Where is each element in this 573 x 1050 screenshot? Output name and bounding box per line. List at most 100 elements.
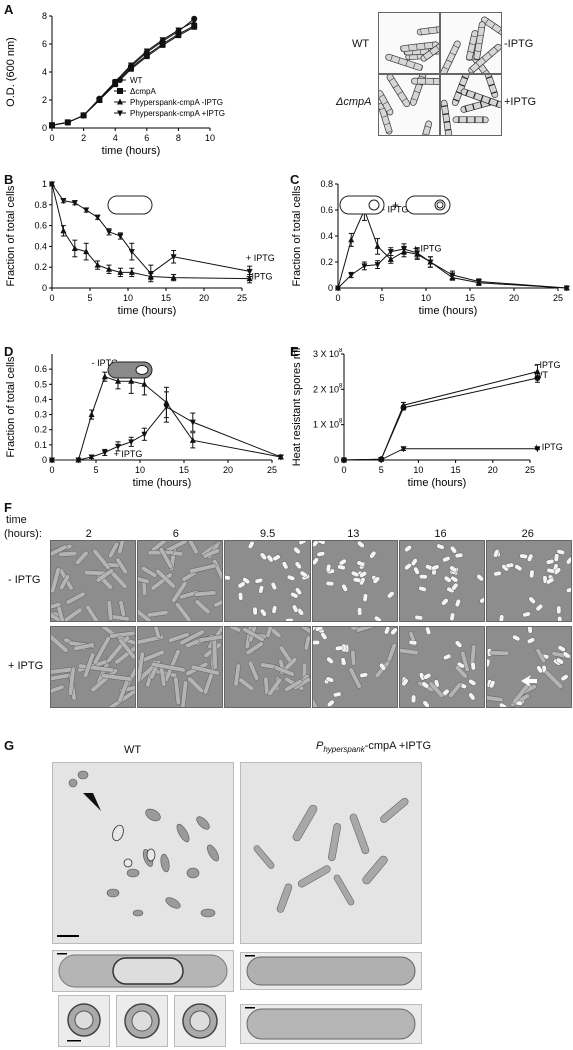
- em-wt-overview-cells: [57, 770, 219, 937]
- data-point: [277, 454, 284, 461]
- chart-c: 0 5 10 15 20 25 0 0.2 0.4 0.6 0.8 time (hours) Fract…: [291, 179, 570, 317]
- data-point: [401, 246, 407, 253]
- em-mut-cell-1-shape: [245, 955, 416, 986]
- panel-e-letter: E: [290, 344, 299, 359]
- y-tick-label: 0.5: [34, 379, 47, 389]
- em-wt-spore-1: [58, 995, 110, 1047]
- data-point: [147, 273, 154, 280]
- data-point: [143, 53, 150, 60]
- chart-d: 0 5 10 15 20 25 0 0.1 0.2 0.3 0.4 0.5 0.6 time (hours…: [5, 354, 284, 489]
- x-tick-label: 10: [421, 293, 431, 303]
- series-3: [49, 19, 198, 129]
- time-point-5: 26: [521, 528, 534, 540]
- y-tick-label: 2 X 10: [313, 384, 339, 394]
- em-wt-overview: [52, 762, 234, 944]
- y-tick-label: 0.4: [34, 394, 47, 404]
- y-tick-label: 2: [42, 95, 47, 105]
- y-axis-label: Fraction of total cells: [5, 356, 17, 457]
- y-axis-label: Heat resistant spores ml: [291, 348, 303, 466]
- y-axis-label-exponent: -1: [290, 348, 297, 351]
- x-axis-label: time (hours): [133, 477, 192, 489]
- micrograph-f-1-0: [50, 626, 137, 708]
- series-1: [341, 373, 541, 463]
- data-point: [378, 457, 385, 464]
- x-tick-label: 4: [113, 133, 118, 143]
- data-point: [117, 233, 124, 240]
- series-line: [343, 377, 538, 461]
- series-line: [51, 183, 250, 275]
- x-tick-label: 0: [49, 293, 54, 303]
- data-point: [374, 262, 381, 269]
- micrograph-f-0-2: [224, 540, 311, 622]
- data-point: [400, 446, 407, 453]
- x-tick-label: 10: [135, 465, 145, 475]
- g-mut-label-rest: -cmpA +IPTG: [364, 740, 432, 752]
- em-mut-cell-1: [240, 952, 422, 990]
- data-point: [106, 265, 112, 272]
- data-point: [60, 227, 67, 234]
- data-point: [64, 119, 71, 126]
- data-point: [348, 236, 355, 243]
- y-tick-label: 0.4: [34, 241, 47, 251]
- data-point: [170, 254, 177, 261]
- micrograph-cells: [225, 541, 310, 621]
- data-point: [88, 411, 95, 418]
- series-label: - IPTG: [534, 360, 561, 370]
- data-point: [387, 255, 394, 262]
- x-tick-label: 25: [267, 465, 277, 475]
- micrograph-cells: [312, 541, 395, 621]
- data-point: [80, 112, 87, 119]
- series-0: [49, 181, 253, 283]
- micrograph-cells: [403, 543, 484, 621]
- data-point: [563, 285, 570, 292]
- data-point: [128, 268, 135, 275]
- micrograph-f-0-5: [486, 540, 573, 622]
- micrograph-cells: [138, 627, 223, 707]
- y-axis-label: Fraction of total cells: [291, 185, 303, 286]
- legend-marker: [117, 77, 123, 83]
- time-point-2: 9.5: [260, 528, 276, 540]
- micrograph-wt: [378, 12, 440, 74]
- row-label-minus-iptg: - IPTG: [8, 574, 41, 586]
- data-point: [341, 457, 347, 464]
- y-tick-label: 1: [42, 179, 47, 189]
- data-point: [60, 198, 67, 205]
- data-point: [189, 436, 196, 443]
- series-2: [341, 446, 541, 464]
- series-line: [51, 21, 195, 126]
- y-tick-label: 0.8: [320, 179, 333, 189]
- y-tick-label: 8: [42, 11, 47, 21]
- micrograph-f-1-3: [311, 626, 398, 708]
- em-mut-cell-2-shape: [245, 1007, 416, 1040]
- data-point: [115, 443, 121, 450]
- g-mut-label-p: P: [316, 740, 324, 752]
- series-label: + IPTG: [246, 253, 275, 263]
- x-tick-label: 10: [413, 465, 423, 475]
- legend-entry: Phyperspank-cmpA +IPTG: [130, 109, 225, 118]
- data-point: [94, 214, 101, 221]
- series-label: - IPTG: [382, 205, 409, 215]
- data-point: [449, 272, 456, 279]
- engulfed-inner-icon: [436, 201, 444, 209]
- data-point: [361, 263, 368, 270]
- x-tick-label: 15: [161, 293, 171, 303]
- micrograph-minus-iptg: [440, 12, 502, 74]
- data-point: [75, 457, 82, 464]
- series-line: [343, 448, 538, 461]
- micrograph-cells: [441, 75, 501, 135]
- y-tick-label: 0.2: [34, 425, 47, 435]
- forespore-icon: [368, 199, 380, 211]
- data-point: [427, 259, 434, 266]
- series-line: [51, 183, 250, 280]
- y-tick-label: 0.2: [320, 257, 333, 267]
- micrograph-cells: [312, 627, 397, 707]
- data-point: [143, 48, 150, 55]
- legend-marker: [117, 98, 123, 105]
- em-wt-sporangium-cell: [57, 953, 228, 988]
- data-point: [141, 380, 148, 387]
- data-point: [49, 180, 55, 187]
- y-tick-label: 1 X 10: [313, 420, 339, 430]
- x-tick-label: 20: [509, 293, 519, 303]
- x-tick-label: 20: [199, 293, 209, 303]
